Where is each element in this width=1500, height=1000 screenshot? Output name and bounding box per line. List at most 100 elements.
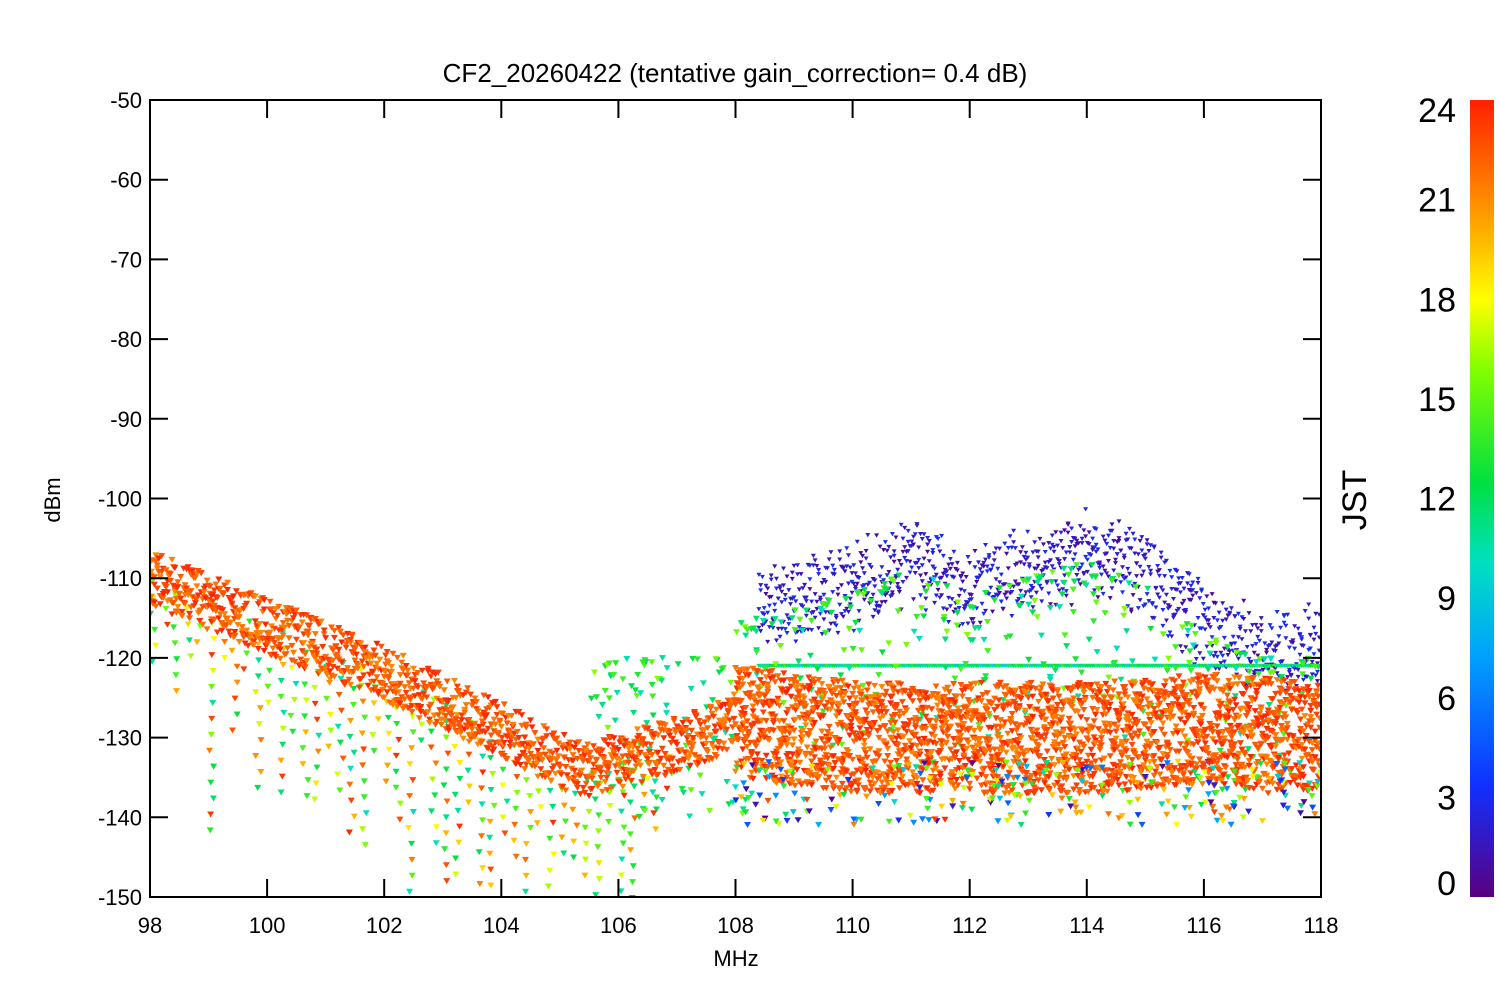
data-point xyxy=(588,785,596,792)
data-point xyxy=(199,621,207,628)
data-point xyxy=(442,830,450,837)
data-point xyxy=(595,713,603,720)
data-point xyxy=(847,596,853,602)
data-point xyxy=(807,563,813,568)
data-point xyxy=(313,716,321,723)
data-point xyxy=(862,707,870,714)
data-point xyxy=(267,606,275,613)
data-point xyxy=(1155,563,1161,569)
data-point xyxy=(704,748,712,755)
data-point xyxy=(863,549,869,554)
data-point xyxy=(759,617,767,624)
data-point xyxy=(651,778,659,785)
chart-title: CF2_20260422 (tentative gain_correction=… xyxy=(443,58,1028,88)
data-point xyxy=(1253,642,1259,647)
data-point xyxy=(1090,536,1096,541)
data-point xyxy=(967,561,973,566)
data-point xyxy=(919,536,925,542)
data-point xyxy=(472,699,480,706)
data-point xyxy=(1045,698,1053,705)
data-point xyxy=(1062,528,1068,533)
data-point xyxy=(1119,705,1127,712)
data-point xyxy=(1172,665,1180,672)
data-point xyxy=(253,625,261,632)
data-point xyxy=(863,726,871,733)
data-point xyxy=(278,627,286,634)
data-point xyxy=(861,583,867,588)
data-point xyxy=(1009,545,1015,550)
data-point xyxy=(831,621,837,626)
data-point xyxy=(440,687,448,694)
data-point xyxy=(881,547,887,553)
data-point xyxy=(954,568,960,573)
data-point xyxy=(593,972,600,978)
data-point xyxy=(1102,568,1108,574)
data-point xyxy=(409,665,417,672)
data-point xyxy=(654,675,662,682)
data-point xyxy=(841,690,849,697)
data-point xyxy=(961,763,969,770)
data-point xyxy=(1121,556,1127,561)
data-point xyxy=(1085,636,1093,643)
data-point xyxy=(1144,592,1150,597)
data-point xyxy=(1094,585,1102,592)
data-point xyxy=(777,759,785,766)
data-point xyxy=(383,689,391,696)
data-point xyxy=(155,555,163,562)
data-point xyxy=(632,754,640,761)
data-point xyxy=(828,701,836,708)
data-point xyxy=(376,656,384,663)
data-point xyxy=(1063,550,1069,555)
data-point xyxy=(616,779,624,786)
data-point xyxy=(942,664,950,671)
data-point xyxy=(771,679,779,686)
data-point xyxy=(931,733,939,740)
data-point xyxy=(1316,635,1321,640)
data-point xyxy=(1047,546,1053,551)
data-point xyxy=(231,605,239,612)
data-point xyxy=(1204,594,1210,599)
data-point xyxy=(1011,700,1019,707)
data-point xyxy=(1251,672,1257,677)
data-point xyxy=(260,647,268,654)
data-point xyxy=(1069,526,1075,531)
data-point xyxy=(921,532,927,537)
data-point xyxy=(837,685,845,692)
data-point xyxy=(787,693,795,700)
data-point xyxy=(854,782,862,789)
data-point xyxy=(944,684,952,691)
data-point xyxy=(1069,539,1075,545)
data-point xyxy=(842,569,848,574)
data-point xyxy=(1087,746,1095,753)
data-point xyxy=(779,600,785,605)
data-point xyxy=(838,583,844,588)
data-point xyxy=(251,593,259,600)
data-point xyxy=(988,567,994,572)
data-point xyxy=(1120,565,1126,570)
data-point xyxy=(1051,544,1057,550)
data-point xyxy=(1075,790,1083,797)
data-point xyxy=(809,676,817,683)
data-point xyxy=(821,745,829,752)
data-point xyxy=(288,665,296,671)
data-point xyxy=(935,544,941,549)
data-point xyxy=(1297,652,1303,657)
data-point xyxy=(930,551,936,556)
data-point xyxy=(907,779,915,786)
data-point xyxy=(878,649,886,656)
data-point xyxy=(500,701,508,708)
data-point xyxy=(905,539,911,545)
data-point xyxy=(912,571,918,576)
data-point xyxy=(150,568,155,575)
data-point xyxy=(805,732,813,739)
data-point xyxy=(1199,626,1205,631)
data-point xyxy=(1174,569,1180,574)
data-point xyxy=(965,600,971,605)
data-point xyxy=(1090,770,1098,777)
data-point xyxy=(810,610,816,615)
data-point xyxy=(299,745,307,752)
data-point xyxy=(1070,773,1078,780)
data-point xyxy=(890,685,898,692)
data-point xyxy=(427,744,435,751)
data-point xyxy=(1146,717,1154,723)
